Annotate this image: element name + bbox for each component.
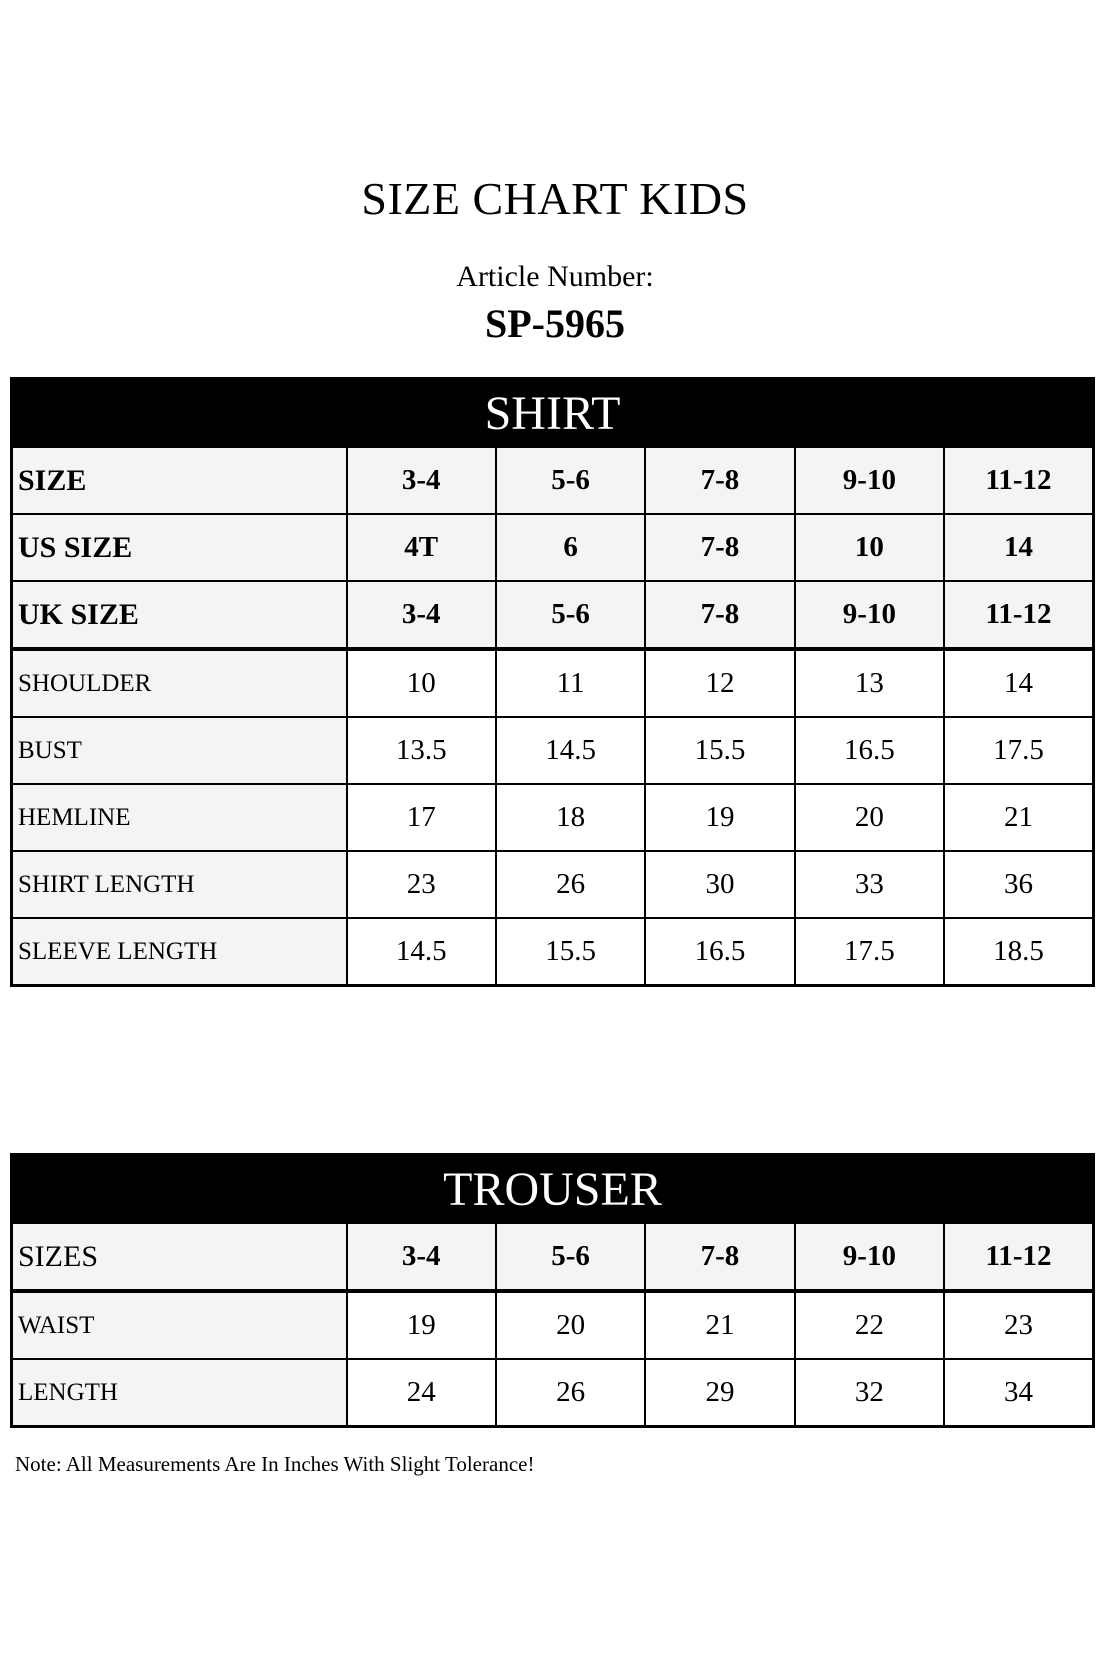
table-cell: 5-6	[494, 1222, 647, 1293]
row-label: UK SIZE	[10, 580, 348, 651]
table-cell: 15.5	[644, 716, 796, 785]
table-cell: 13.5	[345, 716, 497, 785]
trouser-size-table: TROUSER SIZES 3-4 5-6 7-8 9-10 11-12 WAIST 19 20…	[10, 1153, 1095, 1428]
table-cell: 11-12	[943, 1222, 1095, 1293]
table-cell: 30	[644, 850, 796, 919]
size-header-row: SIZES 3-4 5-6 7-8 9-10 11-12	[10, 1222, 1095, 1293]
table-cell: 14	[943, 513, 1095, 582]
size-header-row: UK SIZE 3-4 5-6 7-8 9-10 11-12	[10, 580, 1095, 651]
trouser-table-heading: TROUSER	[11, 1154, 1094, 1223]
row-label: US SIZE	[10, 513, 348, 582]
table-cell: 3-4	[345, 1222, 497, 1293]
row-label: SHOULDER	[10, 648, 348, 718]
measurement-note: Note: All Measurements Are In Inches Wit…	[15, 1452, 535, 1476]
table-cell: 7-8	[644, 446, 796, 515]
table-cell: 11	[494, 648, 647, 718]
table-cell: 22	[793, 1290, 946, 1360]
table-cell: 23	[943, 1290, 1095, 1360]
table-row: HEMLINE 17 18 19 20 21	[10, 783, 1095, 852]
table-row: SLEEVE LENGTH 14.5 15.5 16.5 17.5 18.5	[10, 917, 1095, 987]
table-row: SHOULDER 10 11 12 13 14	[10, 648, 1095, 718]
table-cell: 21	[943, 783, 1095, 852]
table-cell: 33	[793, 850, 946, 919]
table-cell: 10	[793, 513, 946, 582]
row-label: SLEEVE LENGTH	[10, 917, 348, 987]
table-cell: 16.5	[793, 716, 946, 785]
table-cell: 15.5	[494, 917, 647, 987]
table-cell: 9-10	[793, 1222, 946, 1293]
table-row: LENGTH 24 26 29 32 34	[10, 1358, 1095, 1428]
table-cell: 11-12	[943, 446, 1095, 515]
table-cell: 20	[494, 1290, 647, 1360]
table-cell: 3-4	[345, 580, 497, 651]
page-title: SIZE CHART KIDS	[361, 173, 749, 224]
table-cell: 3-4	[345, 446, 497, 515]
table-cell: 19	[345, 1290, 497, 1360]
table-cell: 36	[943, 850, 1095, 919]
table-row: SHIRT LENGTH 23 26 30 33 36	[10, 850, 1095, 919]
table-cell: 17.5	[943, 716, 1095, 785]
row-label: SIZE	[10, 446, 348, 515]
table-cell: 4T	[345, 513, 497, 582]
table-cell: 32	[793, 1358, 946, 1428]
table-cell: 13	[793, 648, 946, 718]
table-cell: 24	[345, 1358, 497, 1428]
table-cell: 26	[494, 1358, 647, 1428]
table-cell: 23	[345, 850, 497, 919]
row-label: HEMLINE	[10, 783, 348, 852]
table-cell: 18.5	[943, 917, 1095, 987]
table-cell: 17	[345, 783, 497, 852]
table-cell: 5-6	[494, 580, 647, 651]
article-number-label: Article Number:	[456, 260, 654, 293]
table-cell: 21	[644, 1290, 796, 1360]
shirt-table-heading: SHIRT	[11, 378, 1094, 447]
table-cell: 19	[644, 783, 796, 852]
table-cell: 14.5	[494, 716, 647, 785]
table-cell: 34	[943, 1358, 1095, 1428]
table-cell: 17.5	[793, 917, 946, 987]
table-cell: 7-8	[644, 1222, 796, 1293]
shirt-size-table: SHIRT SIZE 3-4 5-6 7-8 9-10 11-12 US SIZE 4T 6 7-…	[10, 377, 1095, 987]
table-cell: 14.5	[345, 917, 497, 987]
table-cell: 9-10	[793, 446, 946, 515]
row-label: SIZES	[10, 1222, 348, 1293]
table-cell: 16.5	[644, 917, 796, 987]
table-cell: 20	[793, 783, 946, 852]
table-cell: 29	[644, 1358, 796, 1428]
table-cell: 14	[943, 648, 1095, 718]
table-cell: 11-12	[943, 580, 1095, 651]
row-label: BUST	[10, 716, 348, 785]
table-cell: 5-6	[494, 446, 647, 515]
table-cell: 7-8	[644, 580, 796, 651]
table-row: WAIST 19 20 21 22 23	[10, 1290, 1095, 1360]
row-label: SHIRT LENGTH	[10, 850, 348, 919]
table-cell: 9-10	[793, 580, 946, 651]
table-cell: 10	[345, 648, 497, 718]
row-label: WAIST	[10, 1290, 348, 1360]
table-cell: 6	[494, 513, 647, 582]
table-cell: 7-8	[644, 513, 796, 582]
table-cell: 12	[644, 648, 796, 718]
table-row: BUST 13.5 14.5 15.5 16.5 17.5	[10, 716, 1095, 785]
size-header-row: SIZE 3-4 5-6 7-8 9-10 11-12	[10, 446, 1095, 515]
row-label: LENGTH	[10, 1358, 348, 1428]
size-header-row: US SIZE 4T 6 7-8 10 14	[10, 513, 1095, 582]
article-number: SP-5965	[485, 301, 625, 346]
table-cell: 18	[494, 783, 647, 852]
table-cell: 26	[494, 850, 647, 919]
